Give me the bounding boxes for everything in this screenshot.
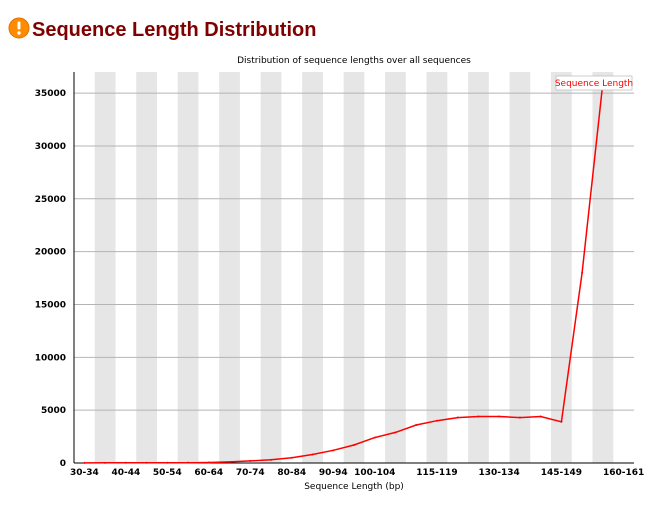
data-point [332,449,335,452]
x-tick-label: 100-104 [354,468,395,478]
bg-stripe [260,72,282,463]
data-point [207,461,210,464]
x-tick-label: 80-84 [277,468,306,478]
data-point [187,461,190,464]
x-tick-label: 90-94 [319,468,348,478]
data-point [124,461,127,464]
page-title: Sequence Length Distribution [32,18,317,41]
bg-stripe [177,72,199,463]
legend-label: Sequence Length [555,79,633,89]
data-point [228,460,231,463]
y-tick-label: 15000 [35,300,66,310]
bg-stripe [509,72,531,463]
bg-stripe [136,72,157,463]
section-header: Sequence Length Distribution [8,10,316,50]
data-point [311,453,314,456]
bg-stripe [426,72,448,463]
y-tick-label: 10000 [35,353,66,363]
data-point [415,423,418,426]
x-tick-label: 50-54 [153,468,182,478]
data-point [270,458,273,461]
data-point [498,415,501,418]
y-tick-label: 25000 [35,195,66,205]
data-point [373,436,376,439]
x-tick-label: 115-119 [416,468,457,478]
bg-stripe [551,72,572,463]
bg-stripe [94,72,116,463]
data-point [477,415,480,418]
bg-stripe [468,72,489,463]
bg-stripe [385,72,406,463]
x-axis-label: Sequence Length (bp) [304,482,404,492]
data-point [104,461,107,464]
data-point [539,415,542,418]
bg-stripe [343,72,365,463]
x-tick-label: 30-34 [70,468,99,478]
legend-box [555,75,633,91]
x-tick-label: 40-44 [111,468,140,478]
data-point [581,271,584,274]
data-point [166,461,169,464]
data-point [394,431,397,434]
y-tick-label: 0 [60,459,66,469]
data-point [353,444,355,447]
y-tick-label: 20000 [35,248,66,258]
data-point [518,416,521,419]
data-point [83,461,86,464]
x-tick-label: 145-149 [541,468,582,478]
bg-stripe [302,72,323,463]
data-point [435,419,438,422]
data-point [560,420,563,423]
data-point [456,416,459,419]
y-tick-label: 30000 [35,142,66,152]
y-tick-label: 35000 [35,89,66,99]
bg-stripe [592,72,614,463]
data-point [290,456,293,459]
data-point [145,461,148,464]
x-tick-label: 60-64 [194,468,223,478]
bg-stripe [219,72,240,463]
x-tick-label: 160-161 [603,468,644,478]
x-tick-label: 70-74 [236,468,265,478]
data-point [249,459,252,462]
x-tick-label: 130-134 [479,468,520,478]
y-tick-label: 5000 [41,406,66,416]
chart-title: Distribution of sequence lengths over al… [237,56,471,66]
warning-icon [8,17,30,39]
